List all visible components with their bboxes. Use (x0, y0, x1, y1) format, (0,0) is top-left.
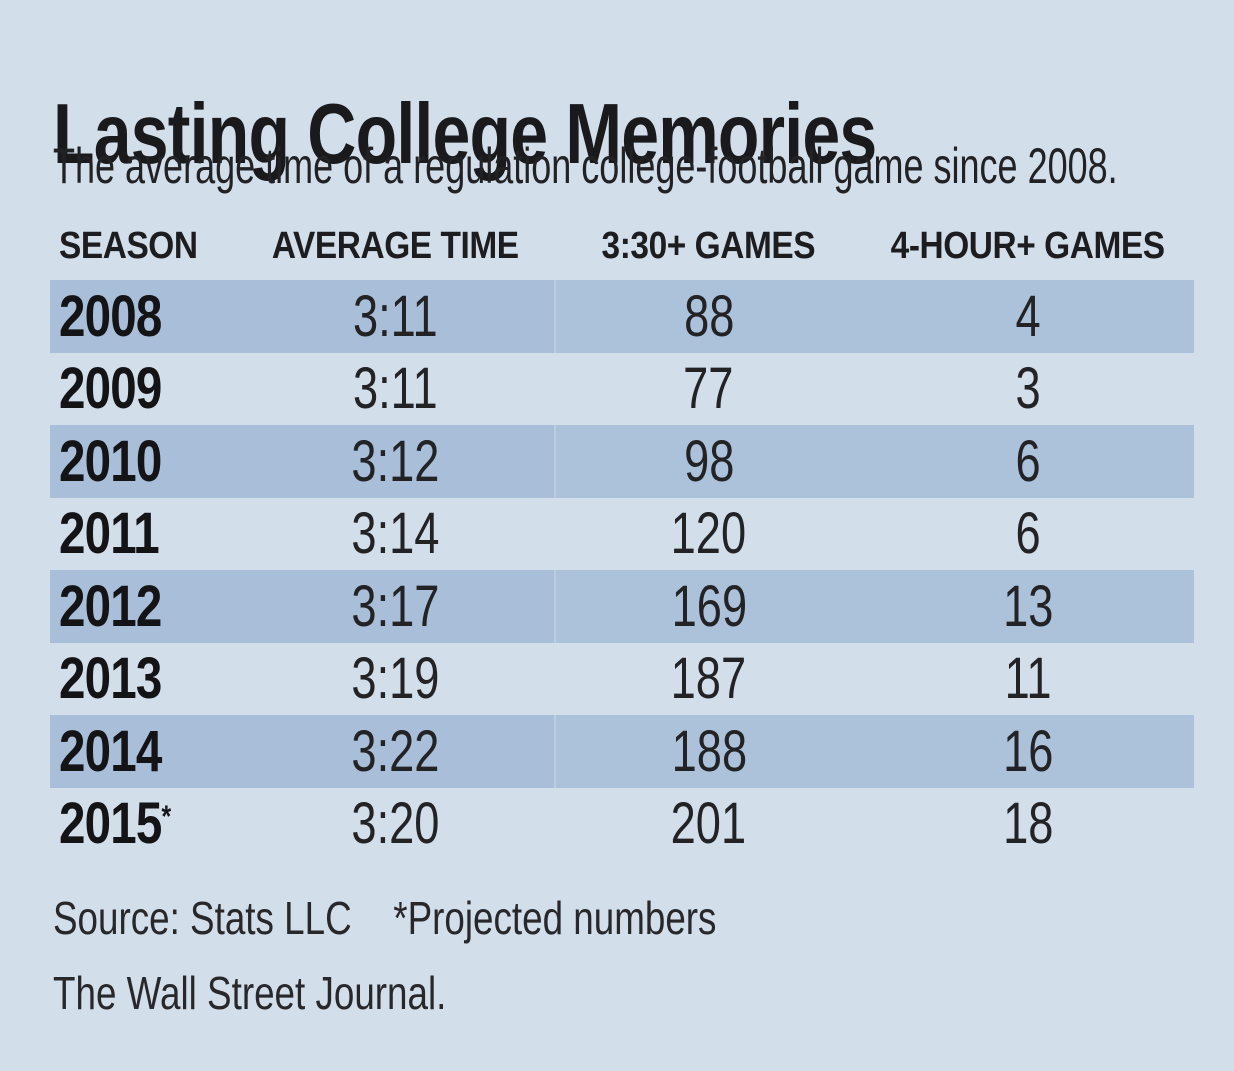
season-cell: 2010 (50, 428, 236, 495)
games-330-cell: 98 (554, 425, 862, 498)
table-row: 2009 3:11 77 3 (50, 353, 1194, 426)
games-4hour-value: 16 (1002, 718, 1054, 784)
games-330-cell: 188 (554, 715, 862, 788)
games-330-value: 169 (671, 573, 747, 639)
column-header-330-games-label: 3:30+ GAMES (601, 225, 815, 267)
source-line: Source: Stats LLC *Projected numbers (53, 891, 882, 945)
credit-text: The Wall Street Journal. (53, 967, 447, 1019)
average-time-value: 3:17 (350, 573, 440, 639)
average-time-value: 3:11 (352, 283, 438, 349)
page-subtitle-text: The average time of a regulation college… (53, 138, 1118, 194)
average-time-cell: 3:19 (236, 645, 554, 712)
page-subtitle: The average time of a regulation college… (53, 140, 1234, 193)
games-4hour-cell: 18 (862, 790, 1194, 857)
games-330-cell: 120 (554, 500, 862, 567)
table-header-row: SEASON AVERAGE TIME 3:30+ GAMES 4-HOUR+ … (50, 222, 1194, 274)
games-330-value: 77 (682, 356, 734, 422)
average-time-cell: 3:12 (236, 428, 554, 495)
credit-line: The Wall Street Journal. (53, 966, 545, 1020)
column-header-season: SEASON (50, 225, 236, 274)
average-time-cell: 3:11 (236, 283, 554, 350)
season-value: 2011 (59, 501, 160, 567)
average-time-value: 3:11 (352, 356, 438, 422)
average-time-cell: 3:11 (236, 355, 554, 422)
table-row: 2012 3:17 169 13 (50, 570, 1194, 643)
season-value: 2013 (59, 646, 162, 712)
games-4hour-value: 13 (1002, 573, 1054, 639)
games-330-cell: 88 (554, 280, 862, 353)
games-330-value: 188 (671, 718, 747, 784)
average-time-value: 3:12 (350, 428, 440, 494)
source-text: Source: Stats LLC (53, 892, 352, 944)
table-row: 2013 3:19 187 11 (50, 643, 1194, 716)
footnote-text: *Projected numbers (393, 892, 717, 944)
season-cell: 2009 (50, 355, 236, 422)
games-330-cell: 187 (554, 645, 862, 712)
season-value: 2015* (59, 791, 172, 857)
average-time-value: 3:14 (350, 501, 440, 567)
games-4hour-value: 3 (1015, 356, 1041, 422)
games-330-value: 187 (670, 646, 746, 712)
season-cell: 2013 (50, 645, 236, 712)
column-header-4hour-games-label: 4-HOUR+ GAMES (891, 225, 1165, 267)
games-4hour-value: 18 (1002, 791, 1054, 857)
games-4hour-cell: 11 (862, 645, 1194, 712)
games-4hour-value: 4 (1015, 283, 1041, 349)
average-time-value: 3:22 (350, 718, 440, 784)
season-value: 2014 (59, 718, 162, 784)
season-cell: 2008 (50, 283, 236, 350)
season-cell: 2015* (50, 790, 236, 857)
average-time-value: 3:19 (350, 646, 440, 712)
games-4hour-value: 11 (1004, 646, 1052, 712)
column-header-average-time-label: AVERAGE TIME (271, 225, 519, 267)
games-330-value: 201 (670, 791, 746, 857)
table-row: 2015* 3:20 201 18 (50, 788, 1194, 861)
games-4hour-value: 6 (1015, 501, 1041, 567)
table-row: 2011 3:14 120 6 (50, 498, 1194, 571)
page-title: Lasting College Memories (53, 86, 1082, 182)
games-4hour-cell: 3 (862, 355, 1194, 422)
page-title-text: Lasting College Memories (53, 86, 877, 182)
season-cell: 2012 (50, 573, 236, 640)
games-330-value: 98 (683, 428, 735, 494)
projected-asterisk: * (161, 800, 172, 834)
games-330-value: 88 (683, 283, 735, 349)
games-4hour-cell: 6 (862, 500, 1194, 567)
table-row: 2008 3:11 88 4 (50, 280, 1194, 353)
season-value: 2009 (59, 356, 162, 422)
table-row: 2014 3:22 188 16 (50, 715, 1194, 788)
season-value: 2012 (59, 573, 162, 639)
column-header-season-label: SEASON (59, 225, 198, 267)
games-4hour-cell: 6 (862, 425, 1194, 498)
average-time-cell: 3:20 (236, 790, 554, 857)
table-row: 2010 3:12 98 6 (50, 425, 1194, 498)
season-value: 2008 (59, 283, 162, 349)
column-header-330-games: 3:30+ GAMES (554, 225, 862, 274)
column-header-4hour-games: 4-HOUR+ GAMES (862, 225, 1194, 274)
table-body: 2008 3:11 88 4 2009 3:11 77 3 (50, 280, 1194, 860)
games-330-cell: 77 (554, 355, 862, 422)
games-4hour-cell: 16 (862, 715, 1194, 788)
games-4hour-value: 6 (1015, 428, 1041, 494)
average-time-cell: 3:14 (236, 500, 554, 567)
games-4hour-cell: 4 (862, 280, 1194, 353)
games-330-cell: 169 (554, 570, 862, 643)
average-time-value: 3:20 (350, 791, 440, 857)
season-cell: 2011 (50, 500, 236, 567)
average-time-cell: 3:17 (236, 573, 554, 640)
column-header-average-time: AVERAGE TIME (236, 225, 554, 274)
games-330-value: 120 (670, 501, 746, 567)
season-value: 2010 (59, 428, 162, 494)
games-4hour-cell: 13 (862, 570, 1194, 643)
season-cell: 2014 (50, 718, 236, 785)
average-time-cell: 3:22 (236, 718, 554, 785)
games-330-cell: 201 (554, 790, 862, 857)
